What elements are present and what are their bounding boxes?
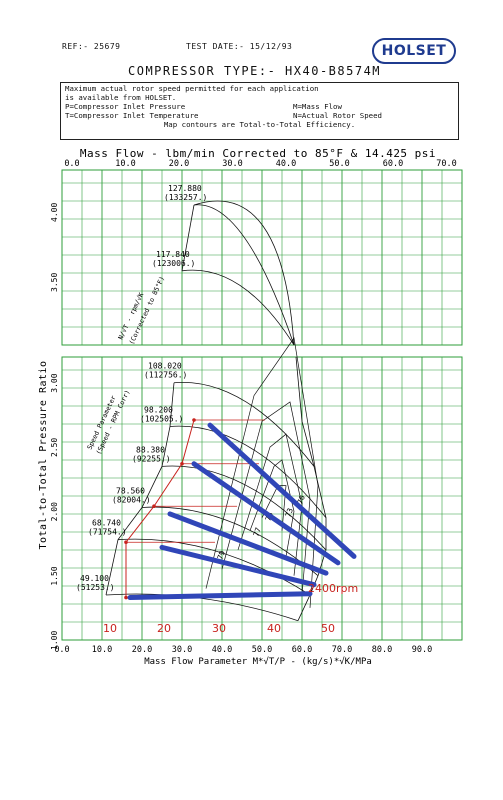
speed-line: [173, 381, 315, 467]
top-axis-tick: 10.0: [115, 159, 135, 169]
efficiency-label: 73: [283, 507, 295, 519]
top-axis-tick: 40.0: [276, 159, 296, 169]
p-definition: P=Compressor Inlet Pressure: [65, 102, 186, 111]
top-axis-tick: 0.0: [64, 159, 79, 169]
operating-line: [207, 422, 357, 559]
top-axis-tick: 20.0: [169, 159, 189, 169]
top-axis-tick: 30.0: [222, 159, 242, 169]
y-tick-label: 1.50: [50, 566, 59, 585]
n-definition: N=Actual Rotor Speed: [293, 111, 382, 120]
speed-line: [181, 269, 295, 346]
speed-line: [141, 506, 319, 576]
flow-number: 50: [321, 622, 335, 635]
speed-line-rpm: (51253.): [76, 583, 115, 592]
speed-line: [117, 538, 311, 596]
efficiency-contour: [221, 401, 311, 596]
annotations: 0.0 10.0 20.0 30.0 40.0 50.0 60.0 70.0 0.0 10.0 20…: [50, 159, 457, 655]
efficiency-label: 70: [295, 494, 307, 506]
speed-line-label: 88.380: [136, 445, 165, 454]
efficiency-contour: [205, 337, 319, 608]
speed-line: [169, 425, 327, 519]
top-axis-tick: 70.0: [436, 159, 456, 169]
x-tick-label: 50.0: [252, 645, 272, 655]
x-tick-label: 40.0: [212, 645, 232, 655]
y-tick-label: 3.00: [50, 373, 59, 392]
speed-line-rpm: (123006.): [152, 259, 195, 268]
y-tick-label: 1.00: [50, 631, 59, 650]
operating-line: [191, 461, 341, 566]
choke-line: [193, 200, 295, 346]
speed-line-rpm: (133257.): [164, 193, 207, 202]
speed-line: [193, 204, 295, 346]
info-line-2: is available from HOLSET.: [65, 93, 177, 102]
surge-marker-point: [192, 418, 196, 422]
x-axis-label: Mass Flow Parameter M*√T/P - (kg/s)*√K/M…: [144, 656, 372, 667]
upper-grid: [61, 169, 463, 346]
ref-number: REF:- 25679: [62, 42, 121, 51]
speed-line-label: 117.840: [156, 250, 190, 259]
x-tick-label: 80.0: [372, 645, 392, 655]
speed-line-rpm: (112756.): [144, 371, 187, 380]
x-tick-label: 20.0: [132, 645, 152, 655]
logo-text: HOLSET: [381, 43, 447, 59]
operating-line: [159, 544, 317, 588]
efficiency-note: Map contours are Total-to-Total Efficien…: [163, 120, 356, 129]
speed-line-rpm: (92255.): [132, 454, 171, 463]
surge-marker-point: [152, 504, 156, 509]
surge-marker-point: [124, 540, 128, 545]
surge-line: [105, 382, 175, 596]
x-tick-label: 70.0: [332, 645, 352, 655]
flow-number: 10: [103, 622, 117, 635]
surge-line: [181, 204, 195, 271]
speed-line-label: 49.100: [80, 574, 109, 583]
rpm-annotation: 2400rpm: [308, 582, 358, 595]
surge-marker-point: [124, 595, 128, 600]
speed-lines: 127.880(133257.)117.840(123006.)108.020(…: [76, 184, 327, 622]
y-tick-label: 3.50: [50, 273, 59, 292]
speed-line: [295, 356, 303, 422]
chart-title: Mass Flow - lbm/min Corrected to 85°F & …: [80, 147, 436, 160]
y-tick-label: 4.00: [50, 203, 59, 222]
speed-line: [161, 465, 327, 551]
info-line-1: Maximum actual rotor speed permitted for…: [65, 84, 319, 93]
speed-line-rpm: (102505.): [140, 414, 183, 423]
top-axis-tick: 60.0: [383, 159, 403, 169]
x-tick-label: 30.0: [172, 645, 192, 655]
speed-line-rpm: (82004.): [112, 496, 151, 505]
flow-number: 20: [157, 622, 171, 635]
efficiency-contour: [237, 433, 303, 576]
operating-line: [167, 511, 329, 576]
t-definition: T=Compressor Inlet Temperature: [65, 111, 199, 120]
operating-line: [127, 591, 313, 601]
m-definition: M=Mass Flow: [293, 102, 342, 111]
speed-line-label: 108.020: [148, 362, 182, 371]
y-axis-label: Total-to-Total Pressure Ratio: [38, 360, 49, 549]
flow-number: 40: [267, 622, 281, 635]
speed-line-rpm: (71754.): [88, 528, 127, 537]
surge-marker-point: [180, 461, 184, 466]
speed-line-label: 127.880: [168, 184, 202, 193]
x-tick-label: 60.0: [292, 645, 312, 655]
efficiency-label: 79: [215, 549, 227, 561]
x-tick-label: 90.0: [412, 645, 432, 655]
y-tick-label: 2.50: [50, 438, 59, 457]
y-tick-label: 2.00: [50, 502, 59, 521]
speed-line-label: 98.200: [144, 405, 173, 414]
efficiency-label: 77: [251, 526, 263, 538]
test-date: TEST DATE:- 15/12/93: [186, 42, 293, 51]
info-box: Maximum actual rotor speed permitted for…: [60, 82, 459, 140]
efficiency-contour: [249, 459, 295, 557]
efficiency-contour: [261, 485, 287, 531]
speed-line-label: 78.560: [116, 487, 145, 496]
holset-logo: HOLSET: [372, 38, 456, 64]
speed-line-label: 68.740: [92, 519, 121, 528]
top-axis-tick: 50.0: [329, 159, 349, 169]
x-tick-label: 10.0: [92, 645, 112, 655]
compressor-type: COMPRESSOR TYPE:- HX40-B8574M: [128, 64, 382, 78]
x-tick-label: 0.0: [54, 645, 69, 655]
flow-number: 30: [212, 622, 226, 635]
